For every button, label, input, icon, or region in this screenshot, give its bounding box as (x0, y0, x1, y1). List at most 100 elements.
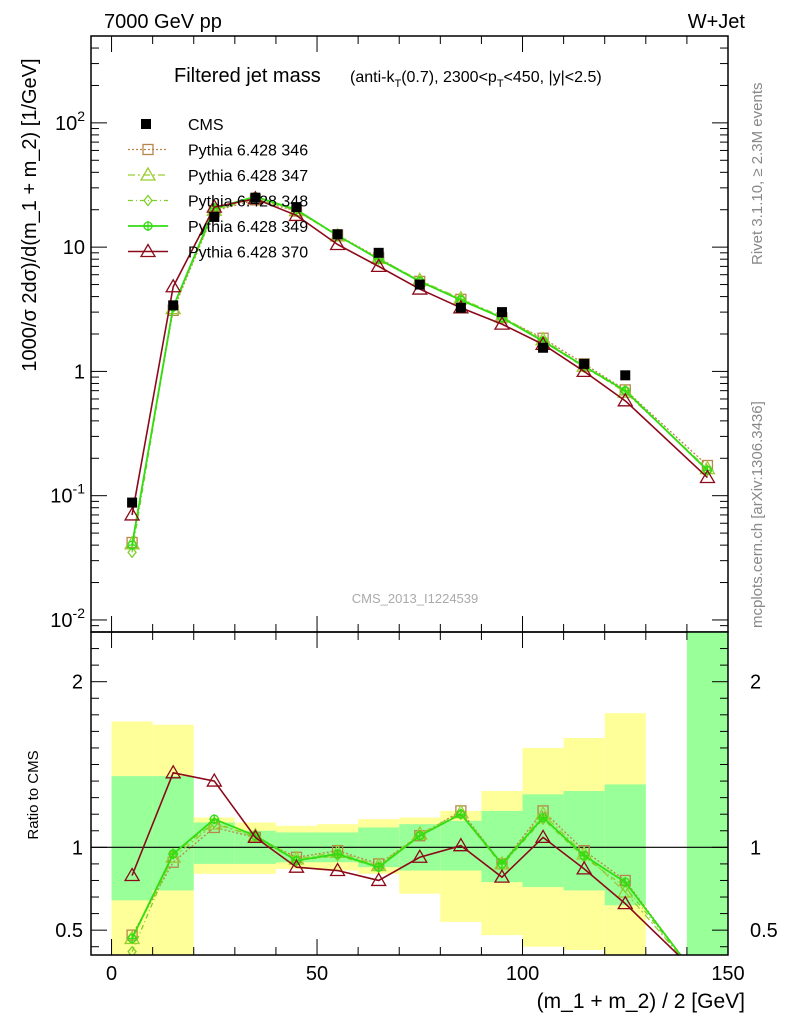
ratio-series-4-point-3 (247, 829, 264, 844)
main-ytick-label: 10-1 (50, 481, 85, 508)
cms-point-8 (455, 302, 466, 313)
ratio-series-3-point-7 (414, 830, 425, 841)
x-tick-label: 0 (106, 963, 117, 985)
series-5-point-1 (165, 278, 182, 293)
legend-marker-2 (139, 166, 157, 181)
band-inner-12 (604, 784, 646, 906)
ratio-series-4-point-0 (123, 867, 141, 882)
title-sub: (anti-kT(0.7), 2300<pT<450, |y|<2.5) (350, 69, 602, 90)
ratio-ytick-label-left: 2 (72, 672, 83, 694)
ratio-series-3-point-8 (455, 809, 466, 820)
legend-entry-0: CMS (188, 117, 224, 134)
legend: CMS Pythia 6.428 346 Pythia 6.428 347 Pythi… (128, 117, 308, 262)
series-line-5 (131, 197, 708, 516)
ratio-series-2-point-0 (127, 945, 137, 955)
rivet-label: Rivet 3.1.10, ≥ 2.3M events (749, 83, 766, 266)
series-5-point-11 (576, 363, 593, 378)
legend-marker-cms (141, 119, 151, 129)
ratio-panel: 0.5 0.5 1 1 2 2 0 50 100 150 (55, 631, 778, 985)
ratio-series-3-point-12 (620, 877, 631, 888)
x-axis-label: (m_1 + m_2) / 2 [GeV] (537, 990, 745, 1013)
ratio-series-3-point-10 (538, 812, 549, 823)
series-5-point-0 (123, 506, 141, 521)
ratio-series-4-point-5 (329, 862, 346, 877)
legend-marker-3 (143, 194, 153, 207)
process-label: W+Jet (688, 11, 746, 33)
cms-point-3 (250, 192, 261, 203)
ratio-ylabel: Ratio to CMS (25, 750, 42, 839)
ratio-series-4-point-10 (534, 829, 552, 844)
band-inner-10 (522, 794, 564, 888)
main-ytick-label: 1 (74, 361, 85, 383)
ratio-ytick-label-right: 1 (750, 837, 761, 859)
plot-title: Filtered jet mass (anti-kT(0.7), 2300<pT… (174, 65, 602, 90)
cms-point-0 (127, 497, 138, 508)
ratio-line-1 (131, 811, 681, 955)
watermark: CMS_2013_I1224539 (352, 591, 479, 606)
ratio-series-3-point-11 (579, 850, 590, 861)
ratio-ytick-label-left: 1 (72, 837, 83, 859)
series-5-point-9 (493, 315, 511, 330)
ratio-series-3-point-0 (127, 933, 138, 944)
title-main: Filtered jet mass (174, 65, 321, 87)
ratio-series-3-point-5 (332, 848, 343, 859)
series-5-point-5 (329, 236, 346, 251)
series-3-point-0 (127, 546, 137, 559)
series-5-point-12 (617, 392, 634, 407)
mcplots-label: mcplots.cern.ch [arXiv:1306.3436] (749, 401, 766, 628)
cms-point-5 (332, 229, 343, 240)
main-ylabel: 1000/σ 2dσ)/d(m_1 + m_2) [1/GeV] (19, 58, 41, 371)
cms-point-12 (620, 370, 631, 381)
series-5-point-4 (288, 207, 305, 222)
main-panel: CMS_2013_I1224539 10-2 10-1 1 10 102 CMS Pyth… (50, 35, 729, 633)
ratio-line-4 (131, 771, 680, 955)
ratio-series-3-point-6 (373, 862, 384, 873)
ratio-series (91, 764, 728, 955)
main-ytick-label: 10-2 (50, 605, 85, 632)
band-inner-13 (686, 632, 728, 955)
legend-entry-4: Pythia 6.428 349 (188, 219, 308, 236)
series-4-point-0 (127, 540, 138, 551)
legend-entry-3: Pythia 6.428 348 (188, 194, 308, 211)
band-inner-0 (111, 776, 153, 901)
ratio-series-4-point-6 (370, 872, 387, 887)
ratio-ytick-label-right: 0.5 (750, 920, 778, 942)
cms-point-9 (496, 307, 507, 318)
ratio-series-3-point-9 (496, 858, 507, 869)
series-5-point-13 (699, 469, 716, 484)
cms-point-6 (373, 247, 384, 258)
ratio-series-4-point-8 (452, 837, 470, 852)
cms-point-2 (209, 211, 220, 222)
ratio-ytick-label-left: 0.5 (55, 920, 83, 942)
legend-marker-5 (139, 243, 157, 258)
ratio-series-4-point-11 (576, 860, 593, 875)
legend-marker-4 (143, 221, 153, 231)
x-tick-label: 150 (711, 963, 744, 985)
x-tick-label: 50 (306, 963, 328, 985)
ratio-series-3-point-2 (209, 814, 220, 825)
cms-point-10 (538, 342, 549, 353)
ratio-series-4-point-1 (165, 764, 182, 779)
ratio-ytick-label-right: 2 (750, 672, 761, 694)
band-inner-1 (152, 776, 194, 891)
cms-point-4 (291, 202, 302, 213)
ratio-series-4-point-2 (206, 772, 223, 787)
ratio-series-4-point-4 (288, 858, 305, 873)
x-tick-label: 100 (506, 963, 539, 985)
ratio-series-4-point-12 (617, 895, 634, 910)
legend-entry-5: Pythia 6.428 370 (188, 245, 308, 262)
main-frame (90, 35, 729, 633)
legend-marker-1 (142, 143, 154, 156)
ratio-frame (90, 631, 729, 956)
energy-label: 7000 GeV pp (104, 11, 222, 33)
legend-entry-1: Pythia 6.428 346 (188, 143, 308, 160)
main-ytick-label: 10 (63, 237, 85, 259)
legend-entry-2: Pythia 6.428 347 (188, 168, 308, 185)
band-inner-11 (563, 791, 605, 891)
ratio-series-4-point-9 (493, 868, 511, 883)
cms-point-1 (168, 300, 179, 311)
series-5-point-6 (370, 258, 387, 273)
cms-point-7 (414, 279, 425, 290)
cms-point-11 (579, 358, 590, 369)
